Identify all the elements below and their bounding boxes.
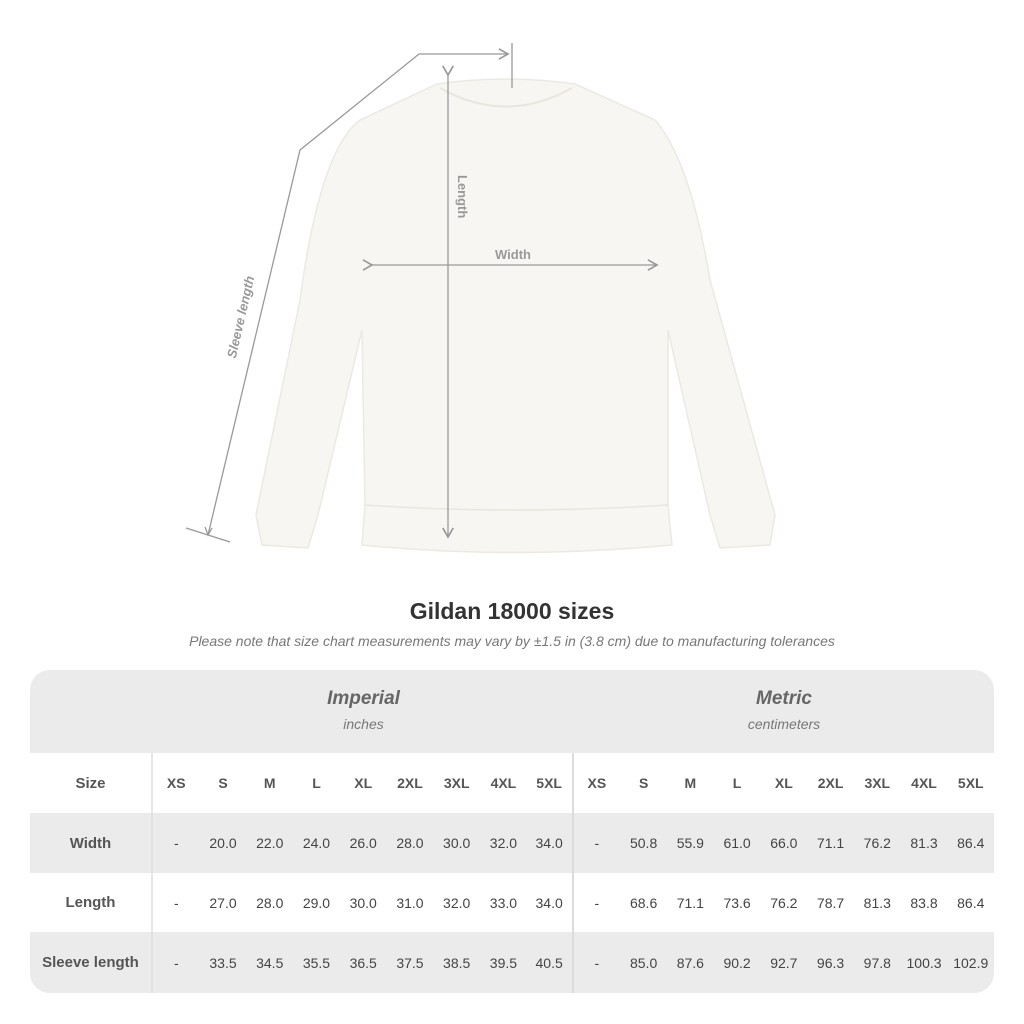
imperial-header: Imperial inches [153, 670, 574, 753]
metric-value: - [594, 954, 600, 971]
metric-value: 86.4 [957, 835, 985, 851]
row-label: Length [30, 873, 153, 932]
imperial-value: 28.0 [396, 835, 424, 851]
table-row: Width - 20.0 22.0 24.0 26.0 28.0 30.0 32.0 34.0 - 5… [30, 813, 994, 873]
size-header-imperial: 4XL [490, 775, 517, 791]
imperial-value: 30.0 [349, 894, 377, 911]
row-label: Size [30, 753, 153, 813]
metric-value: 68.6 [629, 894, 658, 911]
size-header-imperial: 5XL [527, 753, 574, 813]
size-header-imperial: 3XL [443, 775, 470, 791]
metric-value: 97.8 [863, 954, 891, 971]
metric-value: 71.1 [676, 894, 704, 911]
table-row: Sleeve length - 33.5 34.5 35.5 36.5 37.5 38.5 39… [30, 932, 994, 993]
imperial-title: Imperial [327, 688, 400, 709]
sweatshirt [255, 78, 776, 554]
metric-value: 90.2 [723, 954, 751, 971]
size-header-metric: XL [774, 775, 793, 791]
size-header-imperial: XL [354, 775, 373, 791]
table-row: Length - 27.0 28.0 29.0 30.0 31.0 32.0 33.0 34.0 -… [30, 873, 994, 932]
metric-unit: centimeters [747, 716, 821, 732]
size-header-imperial: XS [166, 775, 186, 791]
imperial-value: 36.5 [349, 954, 377, 971]
size-table: Imperial inches Metric centimeters Size X… [30, 670, 994, 993]
imperial-value: 39.5 [489, 954, 518, 971]
imperial-value: 29.0 [302, 894, 331, 911]
imperial-value: 34.0 [527, 813, 574, 873]
metric-value: 100.3 [906, 954, 942, 971]
waistband-seam [364, 504, 669, 511]
metric-value: 86.4 [957, 894, 985, 911]
size-header-row: Size XS S M L XL 2XL 3XL 4XL 5XL XS S M L XL 2XL 3XL 4XL 5… [30, 753, 994, 813]
metric-value: - [594, 835, 600, 851]
metric-value: 87.6 [676, 954, 704, 971]
row-label: Width [30, 813, 153, 873]
imperial-value: 24.0 [302, 835, 331, 851]
imperial-value: 37.5 [396, 954, 424, 971]
imperial-value: 33.0 [489, 894, 518, 911]
imperial-value: - [173, 835, 179, 851]
metric-value: 85.0 [629, 954, 658, 971]
metric-value: - [594, 894, 600, 911]
metric-value: 76.2 [770, 894, 798, 911]
imperial-value: 32.0 [443, 894, 471, 911]
imperial-value: 27.0 [209, 894, 237, 911]
size-header-metric: 3XL [864, 775, 891, 791]
page-title: Gildan 18000 sizes [409, 598, 615, 624]
imperial-value: 33.5 [209, 954, 237, 971]
metric-value: 92.7 [770, 954, 798, 971]
size-header-imperial: S [218, 775, 228, 791]
metric-header: Metric centimeters [574, 670, 994, 753]
sleeve-length-arrow [185, 43, 513, 543]
imperial-value: 34.0 [527, 873, 574, 932]
metric-value: 73.6 [723, 894, 751, 911]
metric-value: 71.1 [816, 835, 845, 851]
size-header-metric: L [732, 775, 742, 791]
imperial-value: 30.0 [443, 835, 471, 851]
size-header-imperial: M [263, 775, 276, 791]
imperial-value: 38.5 [443, 954, 471, 971]
imperial-value: 31.0 [396, 894, 424, 911]
imperial-value: 35.5 [302, 954, 331, 971]
imperial-value: 40.5 [527, 932, 574, 993]
metric-value: 55.9 [676, 835, 704, 851]
size-header-imperial: L [312, 775, 321, 791]
metric-value: 83.8 [910, 894, 938, 911]
imperial-value: 34.5 [256, 954, 284, 971]
metric-value: 61.0 [723, 835, 751, 851]
size-header-metric: M [684, 775, 697, 791]
imperial-value: 32.0 [489, 835, 518, 851]
imperial-value: - [173, 954, 179, 971]
metric-value: 81.3 [863, 894, 891, 911]
sweatshirt-illustration: Length Width Sleeve length [185, 43, 776, 554]
width-label: Width [495, 247, 531, 262]
imperial-value: 28.0 [256, 894, 284, 911]
size-header-metric: S [638, 775, 649, 791]
metric-value: 78.7 [816, 894, 845, 911]
size-header-metric: 5XL [957, 775, 984, 791]
metric-value: 76.2 [863, 835, 891, 851]
metric-value: 66.0 [770, 835, 798, 851]
row-label: Sleeve length [30, 932, 153, 993]
metric-value: 50.8 [629, 835, 658, 851]
metric-title: Metric [756, 688, 812, 709]
size-header-metric: 4XL [911, 775, 937, 791]
imperial-value: - [173, 894, 179, 911]
metric-value: 81.3 [910, 835, 938, 851]
imperial-value: 20.0 [209, 835, 237, 851]
size-header-imperial: 2XL [397, 775, 423, 791]
tolerance-note: Please note that size chart measurements… [189, 633, 835, 649]
imperial-unit: inches [343, 716, 384, 732]
metric-value: 96.3 [816, 954, 845, 971]
size-header-metric: 2XL [817, 775, 844, 791]
metric-value: 102.9 [953, 954, 989, 971]
imperial-value: 26.0 [349, 835, 377, 851]
size-header-metric: XS [587, 775, 607, 791]
length-label: Length [455, 175, 470, 218]
collar [439, 87, 573, 108]
imperial-value: 22.0 [256, 835, 284, 851]
